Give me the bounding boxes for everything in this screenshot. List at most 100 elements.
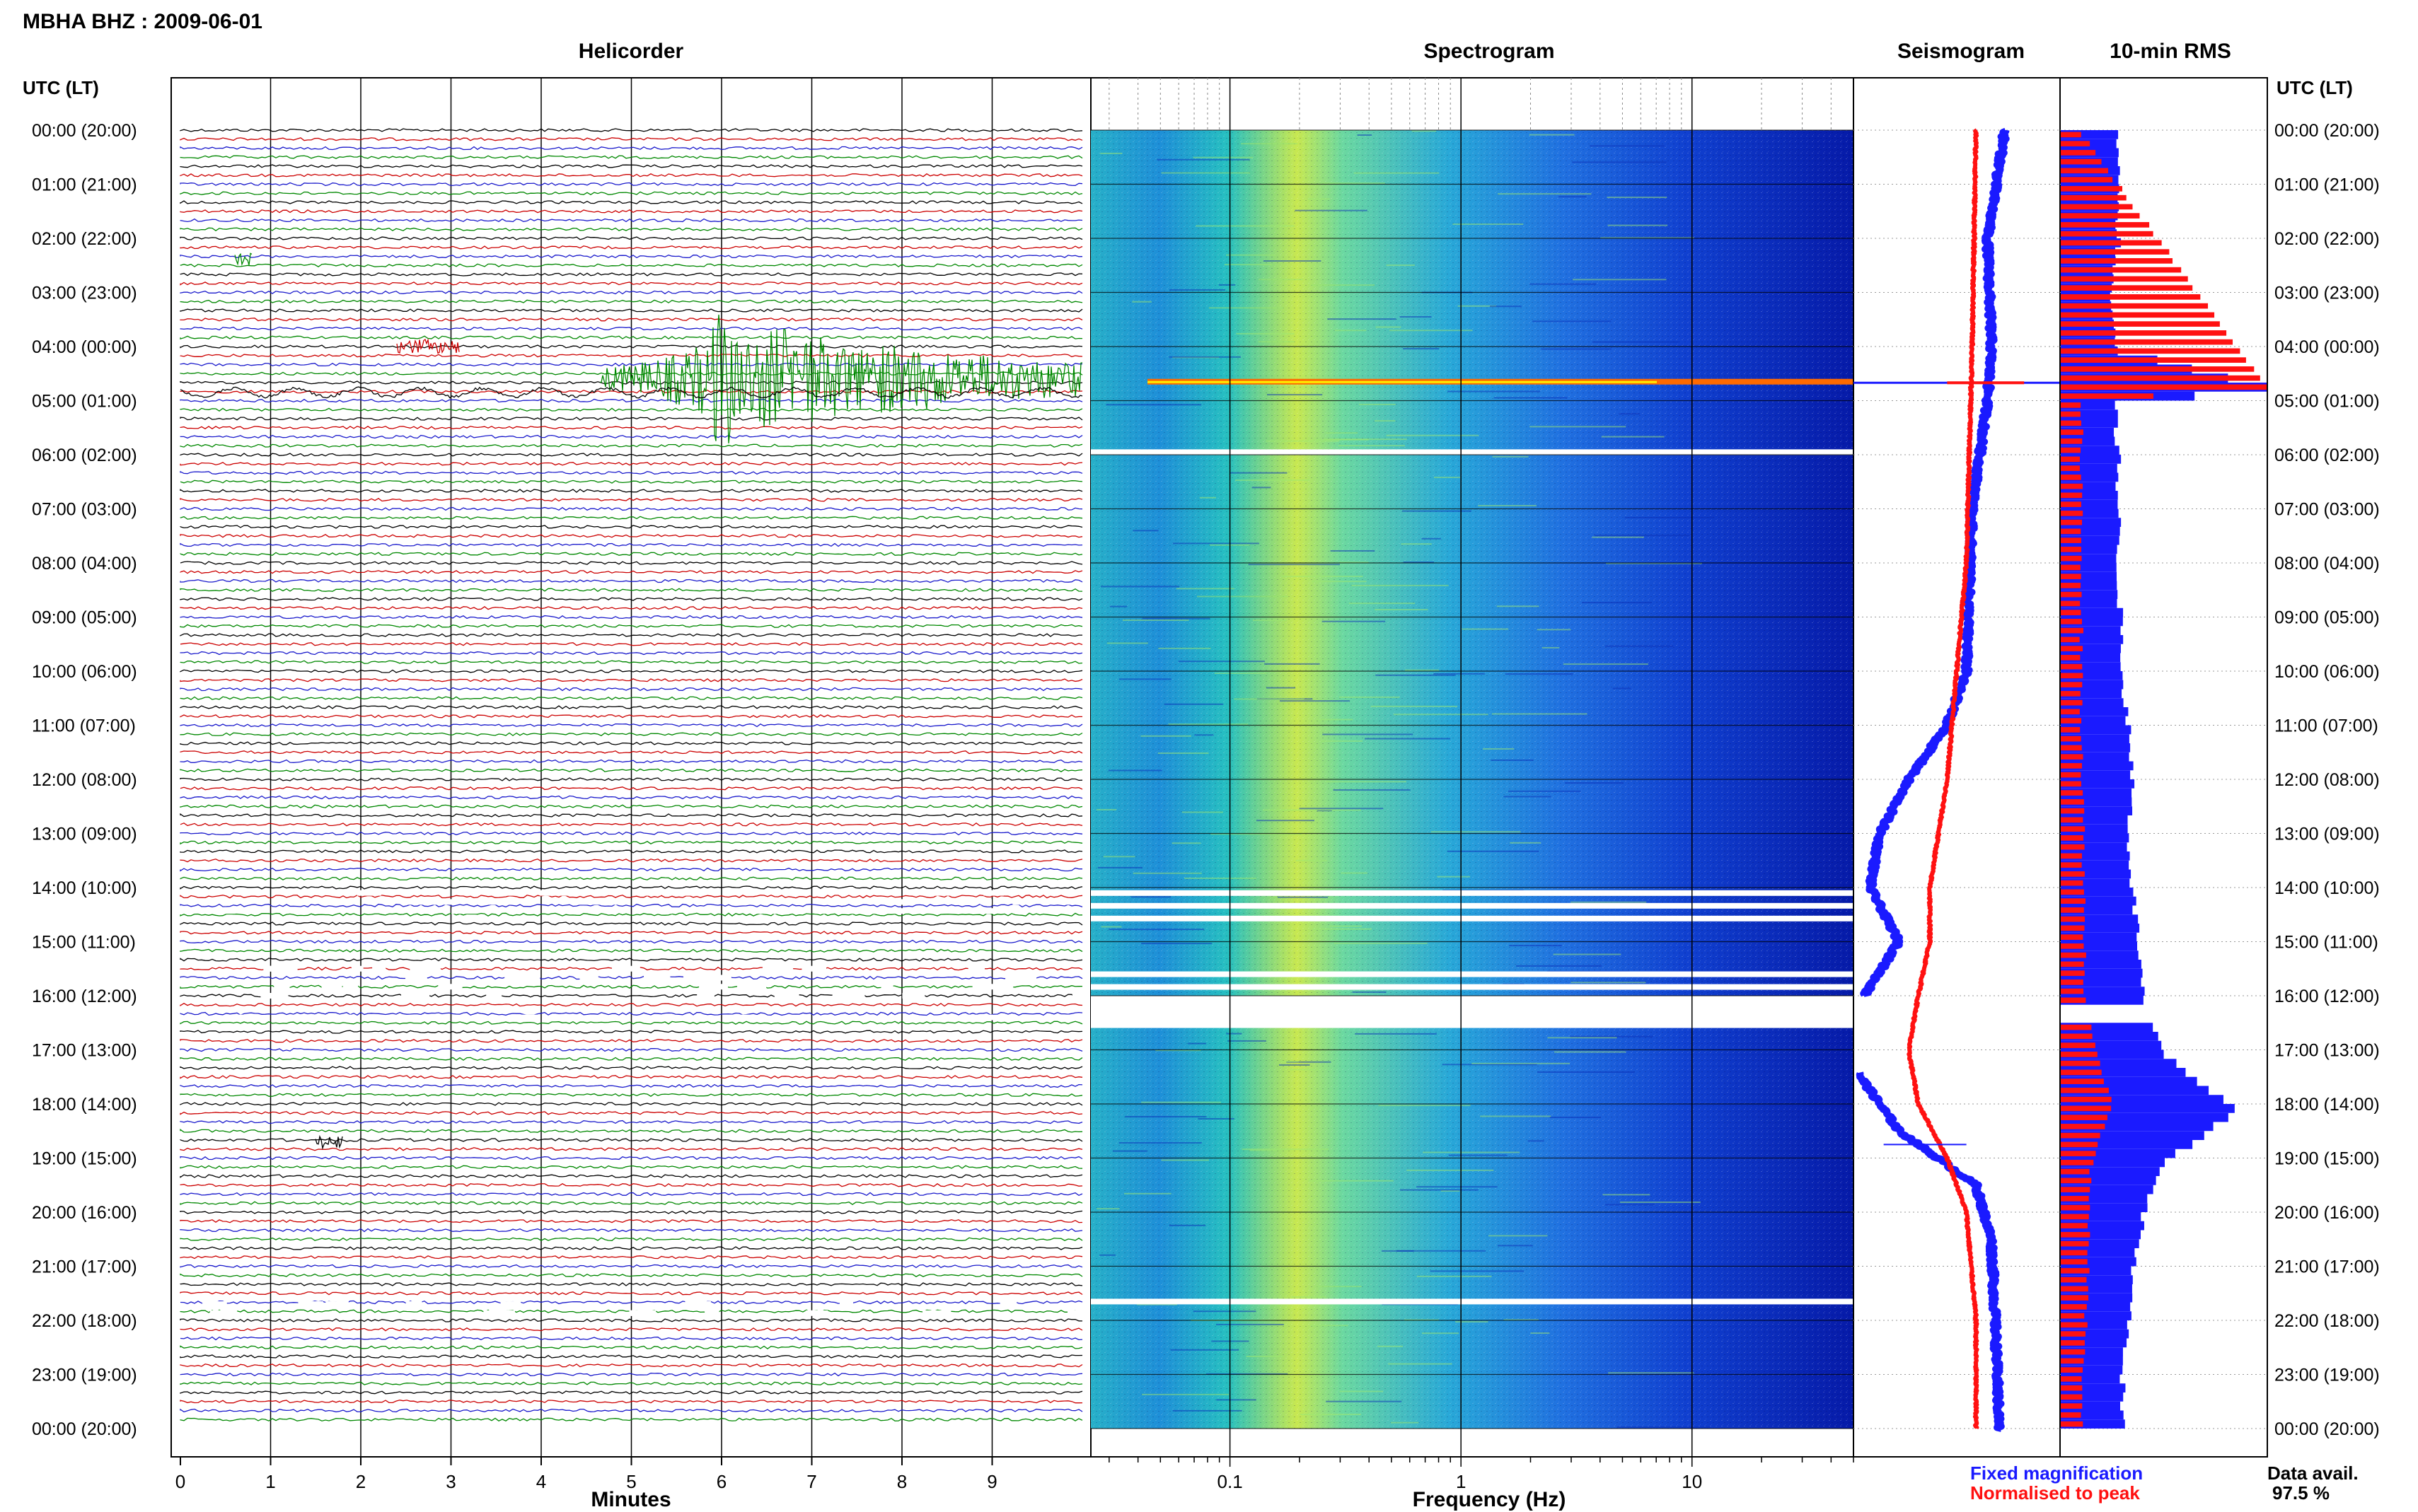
data-gap-mark: [483, 1310, 516, 1316]
spectrogram-speckle: [1607, 224, 1668, 226]
helicorder-trace: [180, 867, 1082, 872]
helicorder-trace: [180, 318, 1083, 322]
spectrogram-speckle: [1352, 991, 1387, 993]
spectrogram-speckle: [1423, 1151, 1520, 1153]
utc-label-left: UTC (LT): [23, 77, 99, 98]
data-gap-mark: [351, 965, 364, 972]
spectrogram-speckle: [1386, 434, 1479, 436]
spectrogram-speckle: [1401, 543, 1432, 545]
spectrogram-speckle: [1338, 445, 1405, 447]
rms-bar-normalised: [2061, 285, 2193, 291]
spectrogram-speckle: [1399, 316, 1432, 318]
helicorder-trace: [180, 1120, 1083, 1124]
rms-bar-normalised: [2061, 555, 2082, 562]
spectrogram-speckle: [1198, 1118, 1234, 1120]
rms-bar-normalised: [2061, 826, 2086, 832]
spectrogram-speckle: [1251, 487, 1271, 489]
spectrogram-speckle: [1348, 603, 1416, 605]
data-gap-mark: [1068, 1310, 1092, 1316]
rms-bar-normalised: [2061, 718, 2082, 723]
helicorder-trace: [180, 777, 1083, 781]
helicorder-trace: [180, 200, 1083, 204]
time-label-right: 18:00 (14:00): [2274, 1095, 2380, 1115]
spectrogram-speckle: [1193, 156, 1254, 158]
rms-bar-normalised: [2061, 213, 2140, 219]
helicorder-trace: [180, 759, 1083, 764]
data-gap-mark: [500, 1301, 521, 1308]
spectrogram-speckle: [1455, 1321, 1488, 1323]
spectrogram-speckle: [1377, 1345, 1404, 1347]
data-gap-mark: [985, 908, 997, 914]
spectrogram-speckle: [1433, 673, 1485, 675]
rms-bar-normalised: [2061, 1096, 2112, 1103]
spectrogram-speckle: [1321, 620, 1386, 622]
helicorder-trace: [180, 1282, 1083, 1286]
spectrogram-gap: [1091, 971, 1853, 977]
rms-bar-normalised: [2061, 1204, 2090, 1211]
spectrogram-speckle: [1157, 752, 1209, 755]
spectrogram-speckle: [1326, 432, 1358, 434]
spectrogram-speckle: [1389, 330, 1473, 332]
time-label-right: 10:00 (06:00): [2274, 662, 2380, 682]
rms-bar-normalised: [2061, 158, 2102, 165]
rms-bar-normalised: [2061, 393, 2153, 399]
helicorder-trace: [180, 335, 1083, 339]
data-avail-label: Data avail.: [2267, 1462, 2359, 1484]
spectrogram-speckle: [1106, 404, 1202, 406]
spectrogram-speckle: [1196, 225, 1295, 227]
minute-tick-label: 8: [897, 1471, 907, 1492]
helicorder-trace: [180, 552, 1083, 556]
rms-bar-normalised: [2061, 916, 2085, 922]
spectrogram-speckle: [1334, 330, 1367, 332]
spectrogram-speckle: [1541, 348, 1612, 350]
data-gap-mark: [707, 975, 731, 981]
spectrogram-speckle: [1581, 602, 1652, 604]
spectrogram-speckle: [1421, 537, 1441, 540]
time-label-left: 00:00 (20:00): [32, 1419, 137, 1439]
spectrogram-speckle: [1158, 647, 1211, 649]
data-gap-mark: [451, 908, 477, 914]
rms-bar-normalised: [2061, 817, 2083, 823]
data-gap-mark: [486, 993, 502, 999]
spectrogram-speckle: [1249, 1149, 1278, 1151]
time-label-left: 03:00 (23:00): [32, 284, 137, 303]
helicorder-trace: [180, 227, 1083, 231]
spectrogram-speckle: [1172, 842, 1201, 844]
spectrogram-speckle: [1437, 876, 1471, 878]
rms-bar-normalised: [2061, 1187, 2090, 1192]
minute-tick-label: 2: [356, 1471, 366, 1492]
spectrogram-speckle: [1291, 1296, 1326, 1298]
spectrogram-speckle: [1529, 283, 1597, 285]
time-label-right: 23:00 (19:00): [2274, 1366, 2380, 1385]
helicorder-trace: [180, 876, 1083, 880]
rms-bar-normalised: [2061, 636, 2080, 643]
helicorder-trace: [180, 426, 1083, 430]
rms-bar-normalised: [2061, 1277, 2087, 1283]
helicorder-trace: [180, 489, 1083, 493]
rms-bar-normalised: [2061, 871, 2085, 877]
time-label-right: 02:00 (22:00): [2274, 229, 2380, 249]
helicorder-trace: [180, 605, 1083, 610]
spectrogram-gap: [1091, 1298, 1853, 1305]
spectrogram-speckle: [1416, 1275, 1492, 1277]
seismic-event-trace: [315, 1134, 343, 1151]
time-label-right: 13:00 (09:00): [2274, 825, 2380, 844]
helicorder-trace: [180, 1354, 1083, 1359]
spectrogram-speckle: [1227, 1040, 1266, 1042]
spectrogram-speckle: [1532, 320, 1612, 322]
helicorder-trace: [180, 1129, 1083, 1133]
rms-bar-normalised: [2061, 799, 2084, 805]
data-gap-mark: [683, 975, 712, 981]
helicorder-trace: [180, 146, 1083, 151]
spectrogram-speckle: [1196, 595, 1288, 598]
data-gap-mark: [207, 1301, 227, 1308]
helicorder-trace: [180, 714, 1082, 719]
data-gap-mark: [891, 908, 903, 914]
spectrogram-speckle: [1108, 769, 1162, 772]
spectrogram-speckle: [1570, 901, 1647, 903]
spectrogram-speckle: [1184, 877, 1256, 879]
spectrogram-speckle: [1488, 1235, 1548, 1237]
time-label-left: 10:00 (06:00): [32, 662, 137, 682]
helicorder-trace: [180, 525, 1083, 529]
data-gap-mark: [630, 1310, 649, 1316]
